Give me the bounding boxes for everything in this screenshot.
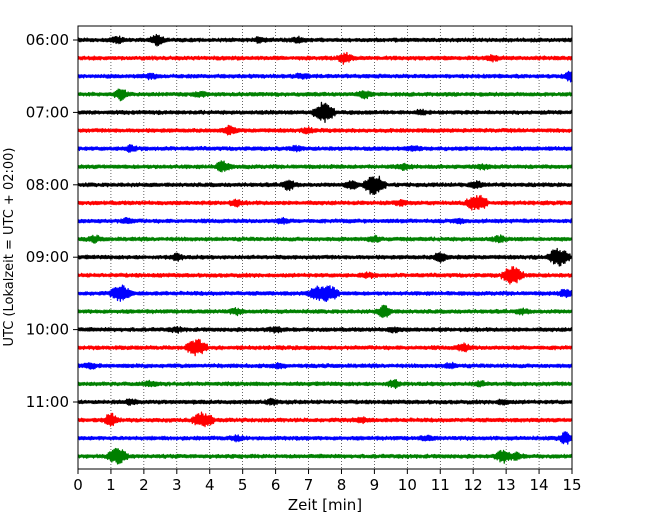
- seismic-trace: [77, 216, 573, 225]
- plot-frame: [77, 25, 573, 470]
- x-tick-label: 9: [370, 476, 380, 494]
- seismic-trace: [77, 411, 573, 428]
- x-tick-label: 0: [73, 476, 83, 494]
- y-tick-label: 07:00: [26, 103, 69, 121]
- seismic-trace: [77, 33, 573, 47]
- x-tick-label: 11: [431, 476, 450, 494]
- seismic-trace: [77, 338, 573, 357]
- y-tick-label: 10:00: [26, 321, 69, 339]
- seismic-trace: [77, 325, 573, 334]
- seismic-trace: [77, 247, 573, 267]
- x-axis-ticks: 0 1 2 3 4 5 6 7 8 9 10 11 12 13 14 15: [73, 469, 582, 494]
- x-tick-label: 8: [337, 476, 347, 494]
- seismic-trace: [77, 361, 573, 370]
- x-axis-title: Zeit [min]: [288, 496, 362, 514]
- seismic-trace: [77, 88, 573, 102]
- x-tick-label: 1: [106, 476, 116, 494]
- seismic-trace: [77, 101, 573, 124]
- seismic-trace: [77, 379, 573, 390]
- x-tick-label: 14: [530, 476, 549, 494]
- x-tick-label: 5: [238, 476, 248, 494]
- y-tick-label: 08:00: [26, 176, 69, 194]
- seismic-trace: [77, 304, 573, 319]
- seismic-trace: [77, 431, 573, 445]
- seismic-trace: [77, 266, 573, 285]
- x-tick-label: 2: [139, 476, 149, 494]
- y-tick-label: 11:00: [26, 393, 69, 411]
- y-axis-ticks: 06:00 07:00 08:00 09:00 10:00 11:00: [26, 31, 78, 411]
- seismic-trace: [77, 397, 573, 407]
- seismic-trace: [77, 51, 573, 65]
- seismic-trace: [77, 175, 573, 195]
- seismic-trace: [77, 124, 573, 136]
- x-tick-label: 4: [205, 476, 215, 494]
- x-tick-label: 6: [271, 476, 281, 494]
- x-tick-label: 3: [172, 476, 182, 494]
- seismic-trace: [77, 70, 573, 83]
- trace-group: [77, 33, 573, 465]
- y-tick-label: 06:00: [26, 31, 69, 49]
- seismic-trace: [77, 284, 573, 302]
- seismic-trace: [77, 160, 573, 173]
- seismic-trace: [77, 234, 573, 244]
- x-tick-label: 15: [562, 476, 581, 494]
- x-tick-label: 10: [398, 476, 417, 494]
- seismic-trace: [77, 447, 573, 465]
- x-tick-label: 12: [464, 476, 483, 494]
- x-tick-label: 13: [497, 476, 516, 494]
- y-tick-label: 09:00: [26, 248, 69, 266]
- seismic-trace: [77, 194, 573, 211]
- x-tick-label: 7: [304, 476, 314, 494]
- vertical-grid: [110, 26, 540, 469]
- seismic-trace: [77, 144, 573, 153]
- y-axis-title: UTC (Lokalzeit = UTC + 02:00): [2, 148, 17, 347]
